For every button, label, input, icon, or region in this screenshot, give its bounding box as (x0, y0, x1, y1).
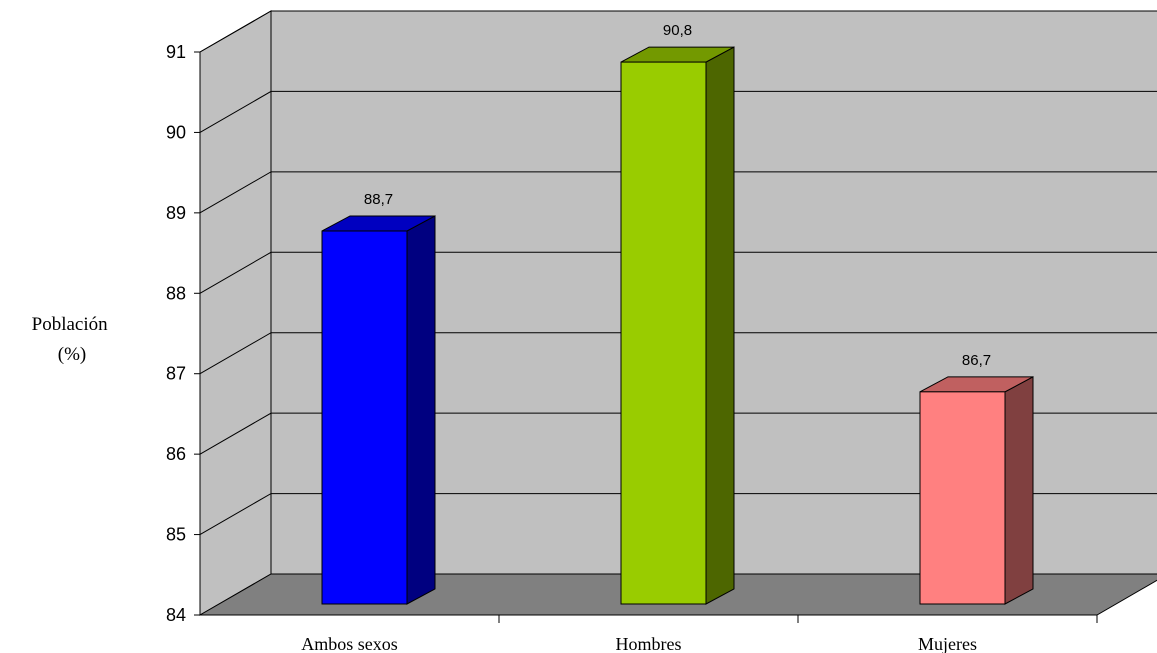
y-tick-label: 88 (166, 283, 186, 303)
gridlines (199, 10, 1157, 536)
category-label: Mujeres (918, 634, 977, 653)
gridline (199, 251, 1157, 294)
bar-side (705, 46, 735, 605)
y-axis-title-line-2: (%) (58, 344, 86, 365)
data-labels: 88,7 90,8 86,7 (364, 22, 991, 369)
data-label: 86,7 (962, 352, 991, 369)
side-wall (199, 10, 272, 616)
bar-ambos-sexos (321, 215, 436, 605)
data-label: 90,8 (663, 22, 692, 39)
y-axis-title-line-1: Población (32, 314, 108, 335)
axes (194, 51, 1098, 623)
bar-front (620, 61, 707, 605)
y-tick-label: 85 (166, 525, 186, 545)
bar-side (406, 215, 436, 605)
y-tick-label: 84 (166, 605, 186, 625)
category-label: Ambos sexos (301, 634, 398, 653)
bar-mujeres (919, 376, 1034, 605)
y-tick-label: 90 (166, 122, 186, 142)
gridline (199, 412, 1157, 455)
gridline (199, 10, 272, 53)
gridline (199, 332, 1157, 375)
data-label: 88,7 (364, 191, 393, 208)
bar-side (1004, 376, 1034, 605)
gridline (199, 493, 1157, 536)
bar-hombres (620, 46, 735, 605)
category-labels: Ambos sexos Hombres Mujeres (301, 634, 977, 653)
gridline (199, 171, 1157, 214)
y-tick-label: 87 (166, 364, 186, 384)
bars (321, 46, 1034, 605)
category-label: Hombres (616, 634, 682, 653)
bar-front (919, 391, 1006, 605)
y-tick-labels: 84 85 86 87 88 89 90 91 (166, 42, 186, 625)
y-tick-label: 86 (166, 444, 186, 464)
bar-front (321, 230, 408, 605)
gridline (199, 90, 1157, 133)
y-tick-label: 91 (166, 42, 186, 62)
y-tick-label: 89 (166, 203, 186, 223)
y-axis-title: Población (%) (32, 314, 113, 365)
